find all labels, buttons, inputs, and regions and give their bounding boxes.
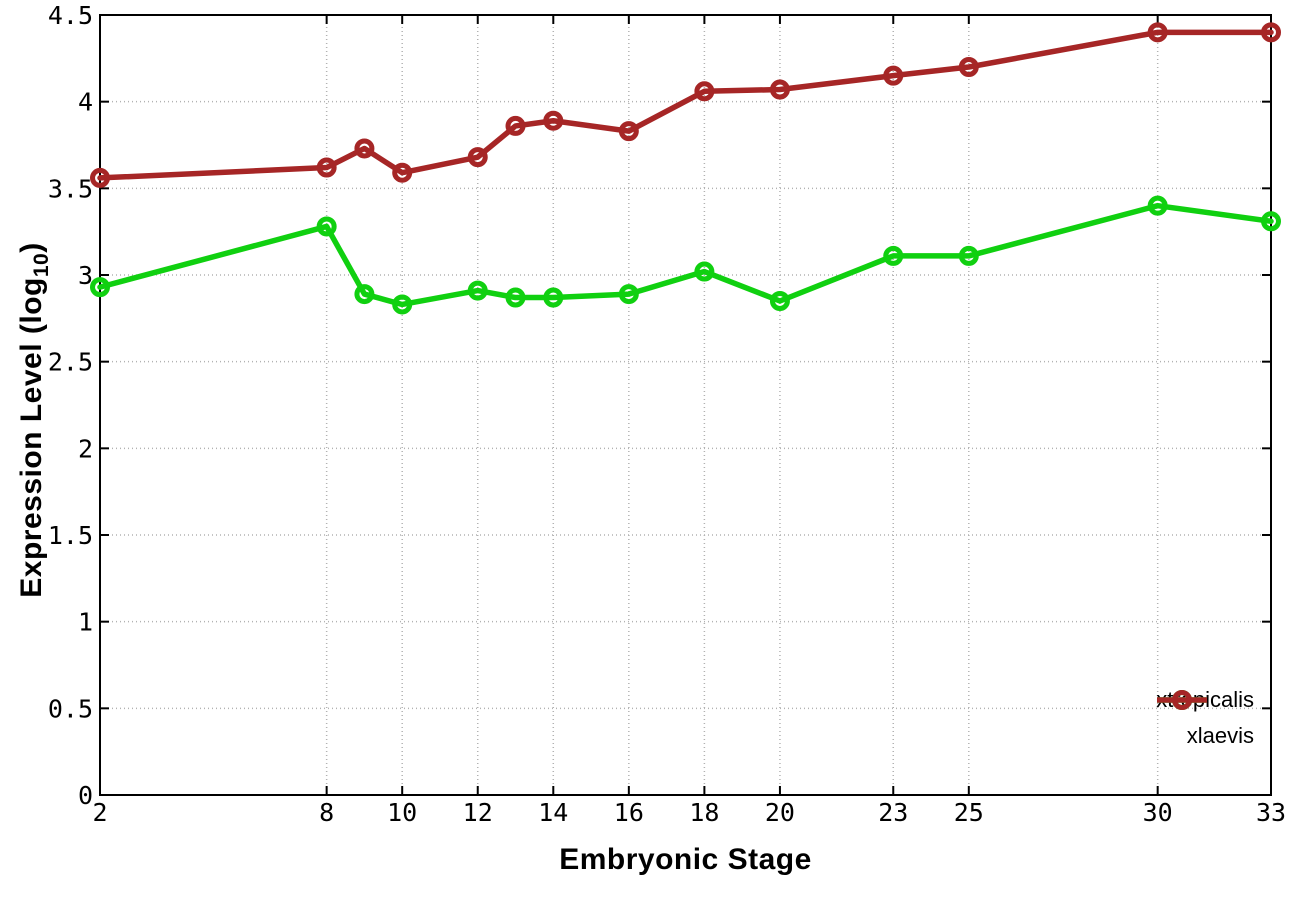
x-tick-label: 18: [689, 798, 719, 827]
data-point-xtropicalis: [90, 277, 110, 298]
axis-ticks-layer: [99, 14, 1272, 796]
tick-labels-layer: 2 8 10 12 14 16 18 20 23 25 30 33 0 0.5 1 1.5 2 2.5 3 3.5 4 4…: [48, 1, 1286, 827]
data-point-xlaevis: [505, 115, 526, 136]
data-point-xlaevis: [354, 138, 375, 159]
data-point-xtropicalis: [354, 284, 375, 305]
y-tick-label: 1.5: [48, 521, 93, 550]
y-axis-title: Expression Level (log10): [15, 27, 55, 813]
grid-layer: [99, 14, 1272, 796]
x-tick-label: 33: [1256, 798, 1286, 827]
series-line-xlaevis: [97, 29, 1274, 181]
y-axis-title-subscript: 10: [30, 252, 53, 278]
y-axis-title-text: Expression Level (log: [15, 277, 48, 598]
series-layer: [90, 22, 1281, 315]
legend-label-xlaevis: xlaevis: [1186, 723, 1254, 748]
y-tick-label: 2: [78, 434, 93, 463]
legend-marker-xlaevis: [1157, 690, 1208, 710]
data-point-xtropicalis: [392, 294, 413, 315]
y-tick-label: 0: [78, 781, 93, 810]
plot-border: [99, 14, 1272, 796]
y-tick-label: 1: [78, 608, 93, 637]
data-point-xlaevis: [90, 167, 110, 188]
data-point-xtropicalis: [543, 287, 564, 308]
y-tick-label: 2.5: [48, 348, 93, 377]
data-point-xlaevis: [392, 162, 413, 183]
data-point-xtropicalis: [958, 245, 979, 266]
x-axis-title: Embryonic Stage: [559, 843, 812, 876]
data-point-xtropicalis: [1261, 211, 1281, 232]
data-point-xlaevis: [769, 79, 790, 100]
data-point-xtropicalis: [316, 216, 337, 237]
data-point-xtropicalis: [1147, 195, 1168, 216]
data-point-xlaevis: [1147, 22, 1168, 43]
data-point-xtropicalis: [883, 245, 904, 266]
data-point-xtropicalis: [467, 280, 488, 301]
y-tick-label: 4.5: [48, 1, 93, 30]
data-point-xtropicalis: [505, 287, 526, 308]
y-axis-title-suffix: ): [15, 242, 48, 253]
plot-border-layer: [99, 14, 1272, 796]
data-point-xtropicalis: [618, 284, 639, 305]
x-tick-label: 25: [954, 798, 984, 827]
data-point-xlaevis: [543, 110, 564, 131]
x-tick-label: 12: [463, 798, 493, 827]
x-tick-label: 10: [387, 798, 417, 827]
data-point-xtropicalis: [694, 261, 715, 282]
y-tick-label: 3.5: [48, 174, 93, 203]
x-tick-label: 23: [878, 798, 908, 827]
series-line-xtropicalis: [97, 202, 1274, 308]
data-point-xlaevis: [316, 157, 337, 178]
y-tick-label: 0.5: [48, 694, 93, 723]
data-point-xtropicalis: [769, 291, 790, 311]
legend-item-xlaevis: xlaevis: [1156, 690, 1264, 750]
y-tick-label: 3: [78, 261, 93, 290]
x-tick-label: 14: [538, 798, 568, 827]
x-tick-label: 30: [1143, 798, 1173, 827]
x-tick-label: 20: [765, 798, 795, 827]
x-tick-label: 8: [319, 798, 334, 827]
x-tick-label: 16: [614, 798, 644, 827]
data-point-xlaevis: [467, 147, 488, 168]
data-point-xlaevis: [1261, 22, 1281, 43]
data-point-xlaevis: [958, 57, 979, 77]
legend: xtropicalis xlaevis: [1156, 686, 1264, 758]
data-point-xlaevis: [883, 65, 904, 86]
data-point-xlaevis: [694, 81, 715, 102]
x-tick-label: 2: [92, 798, 107, 827]
data-point-xlaevis: [618, 121, 639, 142]
y-tick-label: 4: [78, 88, 93, 117]
legend-sample-marker: [1172, 690, 1193, 710]
